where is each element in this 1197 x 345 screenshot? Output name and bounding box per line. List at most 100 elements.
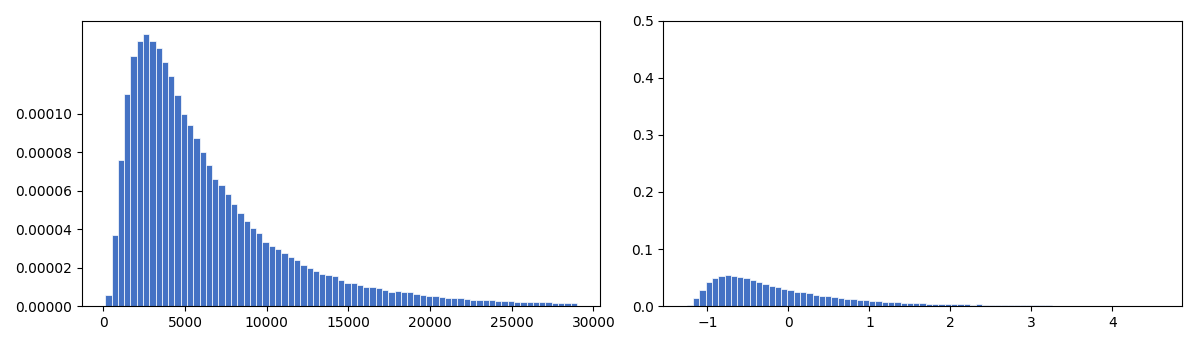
Bar [869, 300, 875, 306]
Bar [463, 298, 470, 306]
Bar [989, 305, 995, 306]
Bar [693, 298, 699, 306]
Bar [200, 152, 206, 306]
Bar [445, 297, 451, 306]
Bar [1014, 305, 1020, 306]
Bar [426, 296, 432, 306]
Bar [142, 34, 150, 306]
Bar [539, 302, 546, 306]
Bar [275, 249, 281, 306]
Bar [250, 228, 256, 306]
Bar [958, 304, 964, 306]
Bar [731, 276, 737, 306]
Bar [300, 265, 306, 306]
Bar [244, 220, 250, 306]
Bar [312, 271, 320, 306]
Bar [838, 298, 844, 306]
Bar [401, 292, 407, 306]
Bar [782, 289, 788, 306]
Bar [376, 288, 382, 306]
Bar [357, 285, 363, 306]
Bar [287, 257, 294, 306]
Bar [894, 302, 900, 306]
Bar [181, 114, 187, 306]
Bar [768, 286, 774, 306]
Bar [950, 304, 958, 306]
Bar [420, 295, 426, 306]
Bar [269, 246, 275, 306]
Bar [231, 204, 237, 306]
Bar [388, 292, 395, 306]
Bar [496, 301, 502, 306]
Bar [332, 276, 338, 306]
Bar [976, 305, 983, 306]
Bar [749, 280, 757, 306]
Bar [382, 290, 388, 306]
Bar [521, 303, 527, 306]
Bar [964, 304, 970, 306]
Bar [320, 274, 326, 306]
Bar [395, 290, 401, 306]
Bar [105, 295, 111, 306]
Bar [807, 294, 813, 306]
Bar [907, 303, 913, 306]
Bar [508, 301, 514, 306]
Bar [351, 283, 357, 306]
Bar [850, 299, 857, 306]
Bar [1026, 305, 1033, 306]
Bar [206, 165, 212, 306]
Bar [944, 304, 950, 306]
Bar [813, 295, 819, 306]
Bar [552, 303, 558, 306]
Bar [970, 305, 976, 306]
Bar [882, 302, 888, 306]
Bar [1020, 305, 1026, 306]
Bar [724, 275, 731, 306]
Bar [438, 297, 445, 306]
Bar [712, 278, 718, 306]
Bar [794, 292, 800, 306]
Bar [718, 276, 724, 306]
Bar [925, 304, 932, 306]
Bar [225, 194, 231, 306]
Bar [117, 160, 124, 306]
Bar [819, 296, 825, 306]
Bar [919, 303, 925, 306]
Bar [832, 297, 838, 306]
Bar [900, 303, 907, 306]
Bar [888, 302, 894, 306]
Bar [407, 292, 413, 306]
Bar [413, 294, 420, 306]
Bar [482, 300, 488, 306]
Bar [1045, 305, 1051, 306]
Bar [451, 298, 457, 306]
Bar [212, 179, 219, 306]
Bar [326, 276, 332, 306]
Bar [757, 282, 762, 306]
Bar [432, 296, 438, 306]
Bar [281, 253, 287, 306]
Bar [514, 302, 521, 306]
Bar [111, 235, 117, 306]
Bar [187, 125, 194, 306]
Bar [788, 290, 794, 306]
Bar [262, 242, 269, 306]
Bar [306, 268, 312, 306]
Bar [533, 302, 539, 306]
Bar [476, 300, 482, 306]
Bar [938, 304, 944, 306]
Bar [825, 296, 832, 306]
Bar [558, 303, 564, 306]
Bar [983, 305, 989, 306]
Bar [345, 283, 351, 306]
Bar [844, 299, 850, 306]
Bar [800, 293, 807, 306]
Bar [564, 303, 571, 306]
Bar [737, 277, 743, 306]
Bar [1033, 305, 1039, 306]
Bar [1008, 305, 1014, 306]
Bar [571, 303, 577, 306]
Bar [706, 282, 712, 306]
Bar [546, 302, 552, 306]
Bar [527, 302, 533, 306]
